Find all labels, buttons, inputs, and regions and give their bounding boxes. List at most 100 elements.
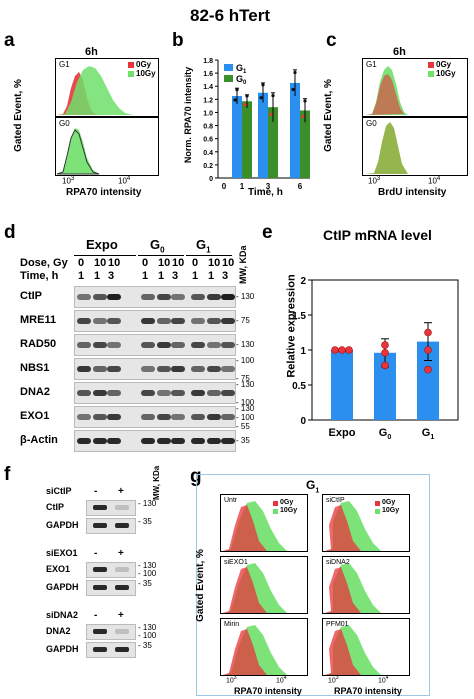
panel-f-mw-marker: - 100 bbox=[138, 569, 157, 578]
panel-d-band bbox=[77, 318, 91, 324]
panel-b-point bbox=[271, 94, 275, 98]
panel-d-time-value: 1 bbox=[78, 270, 85, 282]
panel-a-bottom-green-curve bbox=[57, 128, 99, 174]
panel-e-point bbox=[424, 328, 432, 337]
panel-g-red-curve bbox=[223, 505, 267, 551]
panel-b-bar bbox=[232, 96, 242, 178]
panel-d-group-line-expo bbox=[74, 255, 136, 256]
panel-d-band bbox=[107, 342, 121, 348]
panel-a-tick-2: 104 bbox=[118, 176, 131, 186]
panel-e-ytick: 0.5 bbox=[292, 381, 306, 392]
panel-d-blots: CtIP - 130 MRE11 - 75 RAD50 - 130 NBS1 - 100 - 7… bbox=[0, 284, 270, 460]
panel-d-band bbox=[191, 342, 205, 348]
panel-d-band bbox=[107, 390, 121, 396]
panel-d-time-value: 3 bbox=[172, 270, 179, 282]
panel-d-band bbox=[157, 438, 171, 444]
panel-d-mw-marker: - 130 bbox=[236, 340, 255, 349]
panel-d-band bbox=[157, 342, 171, 348]
panel-a-top-label: G1 bbox=[59, 60, 70, 69]
panel-d-mw-marker: - 55 bbox=[236, 422, 250, 431]
panel-g-legend-0gy: 0Gy bbox=[382, 499, 396, 506]
panel-d-band bbox=[77, 342, 91, 348]
panel-f-band bbox=[93, 585, 107, 590]
panel-g-frame bbox=[196, 474, 430, 696]
panel-f-band bbox=[115, 585, 129, 590]
panel-d-band bbox=[191, 318, 205, 324]
panel-b-xtick: 0 bbox=[222, 182, 227, 191]
panel-d-band bbox=[93, 294, 107, 300]
panel-e-bar bbox=[417, 341, 439, 420]
panel-d-mw-marker: - 75 bbox=[236, 316, 250, 325]
panel-d-blot-strip bbox=[74, 382, 236, 404]
panel-g-legend-red-swatch bbox=[273, 501, 278, 506]
panel-d-group-g1: G1 bbox=[196, 237, 211, 255]
panel-d-band bbox=[171, 294, 185, 300]
panel-g-grid: Untr 0Gy 10Gy siCtIP 0Gy 10Gy siEXO1 siDNA2 Miri… bbox=[220, 494, 420, 685]
panel-f-mark-plus: + bbox=[118, 610, 124, 621]
panel-d-band bbox=[77, 294, 91, 300]
panel-d-mw-marker: - 100 bbox=[236, 356, 255, 365]
panel-b-bar bbox=[300, 110, 310, 178]
panel-e-chart: 0 0.5 1 1.5 2 Expo G0 G1 bbox=[292, 276, 459, 441]
panel-d-dose-row: 0 10 10 0 10 10 0 10 10 bbox=[74, 257, 234, 270]
panel-g-red-curve bbox=[223, 567, 267, 613]
panel-f-blot-label: GAPDH bbox=[46, 582, 79, 592]
panel-g-xlabel-left: RPA70 intensity bbox=[234, 686, 302, 696]
panel-g-subplot-label: Mirin bbox=[224, 621, 240, 628]
panel-f-band bbox=[93, 567, 107, 572]
panel-g-tick: 103 bbox=[328, 675, 339, 685]
panel-d-time-value: 1 bbox=[142, 270, 149, 282]
panel-b-bar bbox=[290, 82, 300, 178]
panel-d-band bbox=[171, 342, 185, 348]
panel-b-bar bbox=[242, 101, 252, 178]
panel-d-band bbox=[107, 366, 121, 372]
panel-d-group-expo: Expo bbox=[86, 237, 118, 252]
panel-g-red-curve bbox=[325, 505, 361, 551]
panel-d-time-value: 1 bbox=[208, 270, 215, 282]
panel-a-bottom-label: G0 bbox=[59, 119, 70, 128]
panel-d-band bbox=[207, 318, 221, 324]
panel-f-si-label: siCtIP bbox=[46, 486, 72, 496]
panel-c-xlabel: BrdU intensity bbox=[378, 187, 447, 198]
panel-b-xtick: 3 bbox=[266, 182, 271, 191]
panel-d-band bbox=[93, 366, 107, 372]
panel-g-red-curve bbox=[325, 629, 361, 675]
panel-f-blot-strip bbox=[86, 562, 136, 578]
panel-b-ylabel: Norm. RPA70 intensity bbox=[183, 66, 194, 164]
panel-f-mark-plus: + bbox=[118, 548, 124, 559]
panel-e-ytick: 1 bbox=[300, 346, 306, 357]
panel-f-blot-strip bbox=[86, 500, 136, 516]
panel-a-histograms bbox=[56, 66, 133, 175]
panel-e-ytick: 0 bbox=[300, 416, 306, 427]
panel-b-legend-g0: G0 bbox=[236, 74, 247, 86]
panel-g-legend-0gy: 0Gy bbox=[280, 499, 294, 506]
panel-f-mw-marker: - 130 bbox=[138, 561, 157, 570]
panel-d-band bbox=[141, 438, 155, 444]
panel-d-band bbox=[221, 438, 235, 444]
panel-f-band bbox=[115, 505, 129, 510]
panel-d-band bbox=[171, 390, 185, 396]
panel-d-blot-label: DNA2 bbox=[20, 386, 50, 398]
panel-g-legend-green-swatch bbox=[273, 509, 278, 514]
panel-g-subplot-label: siDNA2 bbox=[326, 559, 350, 566]
panel-f-blot-label: GAPDH bbox=[46, 520, 79, 530]
panel-g-subplot-label: Untr bbox=[224, 497, 238, 504]
panel-d-band bbox=[171, 318, 185, 324]
panel-b-ytick: 0.6 bbox=[203, 137, 213, 144]
panel-c-legend-0gy: 0Gy bbox=[436, 60, 452, 69]
panel-a-top-plot bbox=[55, 58, 159, 117]
panel-d-blot-label: RAD50 bbox=[20, 338, 57, 350]
panel-e-xtick: Expo bbox=[329, 427, 356, 439]
panel-d-group-line-g1 bbox=[186, 255, 232, 256]
panel-d-blot-label: β-Actin bbox=[20, 434, 58, 446]
panel-b-ytick: 1.6 bbox=[203, 71, 213, 78]
panel-b-ytick: 1.2 bbox=[203, 97, 213, 104]
panel-a-time: 6h bbox=[85, 46, 98, 58]
panel-a-legend-red-swatch bbox=[128, 62, 134, 68]
panel-d-band bbox=[77, 414, 91, 420]
panel-f-blot-strip bbox=[86, 642, 136, 658]
panel-f-mw-marker: - 130 bbox=[138, 499, 157, 508]
panel-a-ylabel: Gated Event, % bbox=[12, 79, 24, 152]
panel-d-band bbox=[207, 366, 221, 372]
panel-d-blot-label: MRE11 bbox=[20, 314, 57, 326]
